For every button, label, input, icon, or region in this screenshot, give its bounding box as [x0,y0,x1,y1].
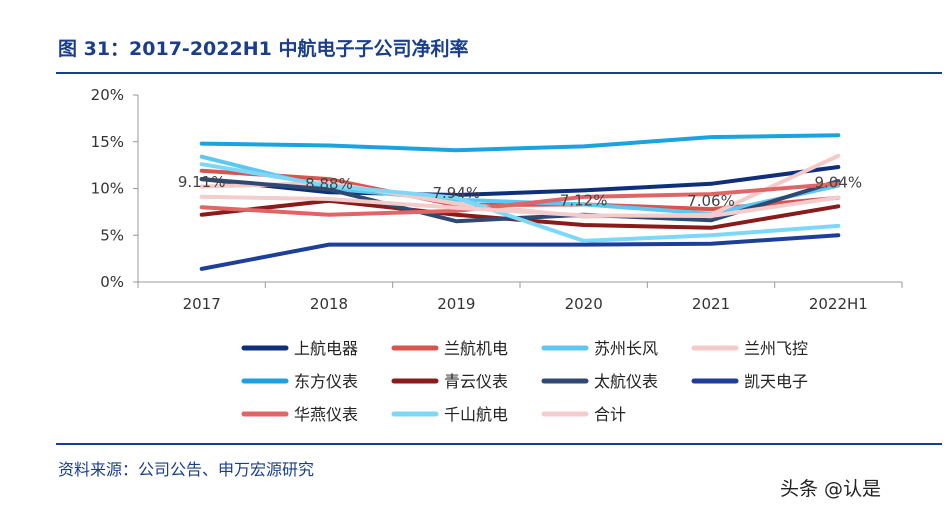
series-line-千山航电 [199,162,841,243]
x-tick-label: 2022H1 [809,295,868,313]
data-label: 7.94% [433,184,481,202]
series-line-上航电器 [199,165,841,197]
series-line-合计 [199,194,841,218]
watermark: 头条 @认是 [780,478,882,500]
source-rule [56,443,942,445]
figure-title: 图 31：2017-2022H1 中航电子子公司净利率 [58,38,469,60]
data-label: 7.12% [560,191,608,209]
legend-label: 兰州飞控 [744,339,808,358]
y-tick-label: 20% [91,86,124,104]
x-tick-label: 2019 [437,295,475,313]
legend-label: 合计 [594,405,626,424]
net-margin-line-chart: 0% 5% 10% 15% 20% 2017 2018 2019 2020 2021 2022H1 9… [91,86,903,424]
x-tick-label: 2021 [692,295,730,313]
y-tick-label: 15% [91,133,124,151]
y-tick-label: 0% [100,273,124,291]
legend-label: 上航电器 [294,339,358,358]
data-label: 9.04% [815,173,863,191]
y-tick-label: 5% [100,226,124,244]
series-line-华燕仪表 [199,181,841,217]
data-label: 7.06% [687,192,735,210]
x-tick-label: 2020 [565,295,603,313]
series-line-东方仪表 [199,133,841,153]
legend-label: 千山航电 [444,405,508,424]
legend-label: 兰航机电 [444,339,508,358]
legend-label: 太航仪表 [594,372,658,391]
x-tick-label: 2018 [310,295,348,313]
legend-label: 华燕仪表 [294,405,358,424]
data-label: 9.11% [178,173,226,191]
legend-label: 凯天电子 [744,372,808,391]
x-tick-label: 2017 [183,295,221,313]
legend-label: 东方仪表 [294,372,358,391]
y-tick-label: 10% [91,180,124,198]
series-line-凯天电子 [199,233,841,271]
data-label: 8.88% [305,175,353,193]
legend-label: 青云仪表 [444,372,508,391]
title-rule [56,72,942,74]
source-note: 资料来源：公司公告、申万宏源研究 [58,460,315,479]
legend-label: 苏州长风 [594,339,658,358]
